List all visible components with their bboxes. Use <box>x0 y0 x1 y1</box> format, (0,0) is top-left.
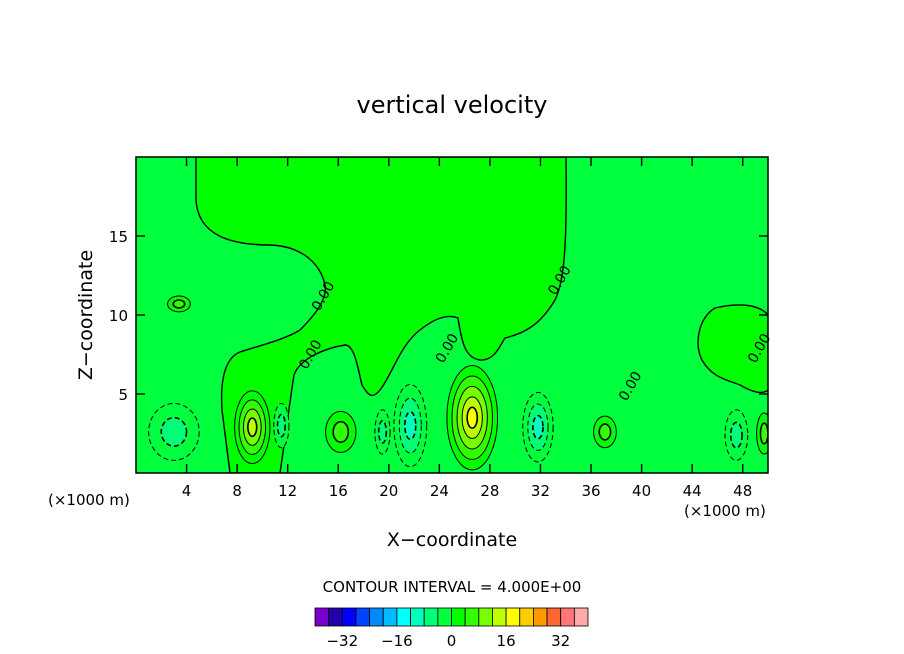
colorbar-swatch <box>546 607 562 627</box>
x-tick-label: 28 <box>480 482 499 500</box>
contour-level <box>332 420 350 443</box>
x-tick-label: 12 <box>278 482 297 500</box>
contour-level <box>598 423 612 441</box>
contour-level <box>404 411 417 441</box>
colorbar-swatch <box>423 607 439 627</box>
colorbar-swatch <box>341 607 357 627</box>
contour-feature-updraft <box>234 390 271 465</box>
contour-feature-downdraft <box>374 409 391 455</box>
colorbar-swatch <box>328 607 343 627</box>
contour-feature-updraft <box>325 410 357 453</box>
contour-level <box>532 414 544 440</box>
colorbar-swatch <box>410 607 425 627</box>
colorbar-swatch <box>382 607 398 627</box>
contour-level <box>160 416 188 447</box>
colorbar-tick-label: 32 <box>551 632 570 650</box>
y-tick-label: 10 <box>109 307 128 325</box>
x-tick-label: 36 <box>581 482 600 500</box>
contour-level <box>172 299 186 309</box>
x-tick-label: 24 <box>430 482 449 500</box>
colorbar-swatch <box>464 607 480 627</box>
contour-feature-downdraft <box>393 384 428 468</box>
x-axis-label: X−coordinate <box>387 529 517 551</box>
upper-positive-region <box>195 157 567 473</box>
right-upper-region <box>697 304 768 394</box>
x-tick-label: 16 <box>329 482 348 500</box>
contour-feature-updraft <box>167 295 191 313</box>
colorbar-swatch <box>573 607 589 627</box>
contour-feature-updraft <box>446 365 499 471</box>
colorbar-swatch <box>355 607 371 627</box>
colorbar-swatch <box>519 607 534 627</box>
contour-level <box>276 413 286 438</box>
colorbar-swatch <box>369 607 384 627</box>
contour-level <box>729 421 743 449</box>
colorbar-swatch <box>478 607 493 627</box>
contour-level <box>377 420 388 444</box>
colorbar-swatch <box>560 607 575 627</box>
contour-feature-updraft <box>593 415 617 449</box>
x-tick-label: 8 <box>232 482 242 500</box>
contour-level <box>759 422 768 445</box>
colorbar-swatch <box>396 607 411 627</box>
y-axis: 5 10 15 <box>109 228 768 404</box>
x-axis: 4 8 12 16 20 24 28 32 36 40 44 48 <box>182 157 752 500</box>
colorbar-tick-label: 16 <box>497 632 516 650</box>
colorbar-tick-label: −32 <box>326 632 358 650</box>
contour-level <box>466 406 479 429</box>
y-tick-label: 15 <box>109 228 128 246</box>
colorbar-tick-label: 0 <box>447 632 457 650</box>
x-unit-right: (×1000 m) <box>684 502 766 520</box>
contour-interval-note: CONTOUR INTERVAL = 4.000E+00 <box>323 578 582 596</box>
contour-feature-downdraft <box>273 402 290 449</box>
x-tick-label: 20 <box>379 482 398 500</box>
colorbar-swatch <box>451 607 466 627</box>
colorbar-swatch <box>437 607 452 627</box>
colorbar-swatch <box>492 607 507 627</box>
x-tick-label: 44 <box>683 482 702 500</box>
contour-feature-downdraft <box>148 402 200 461</box>
colorbar-swatch <box>314 607 330 627</box>
contour-feature-downdraft <box>522 391 554 463</box>
plot-area: 0.000.00 0.000.000.000.00 <box>135 156 774 474</box>
x-unit-left: (×1000 m) <box>48 491 130 509</box>
colorbar-swatch <box>533 607 548 627</box>
contour-level <box>247 417 258 438</box>
y-axis-label: Z−coordinate <box>75 250 97 380</box>
x-tick-label: 32 <box>531 482 550 500</box>
x-tick-label: 4 <box>182 482 192 500</box>
contour-feature-updraft <box>756 412 768 455</box>
chart-title: vertical velocity <box>357 91 548 119</box>
colorbar-tick-label: −16 <box>381 632 413 650</box>
x-tick-label: 48 <box>733 482 752 500</box>
y-tick-label: 5 <box>118 386 128 404</box>
x-tick-label: 40 <box>632 482 651 500</box>
contour-feature-downdraft <box>724 409 749 461</box>
colorbar: −32 −16 0 16 32 <box>314 607 589 650</box>
colorbar-swatch <box>505 607 521 627</box>
